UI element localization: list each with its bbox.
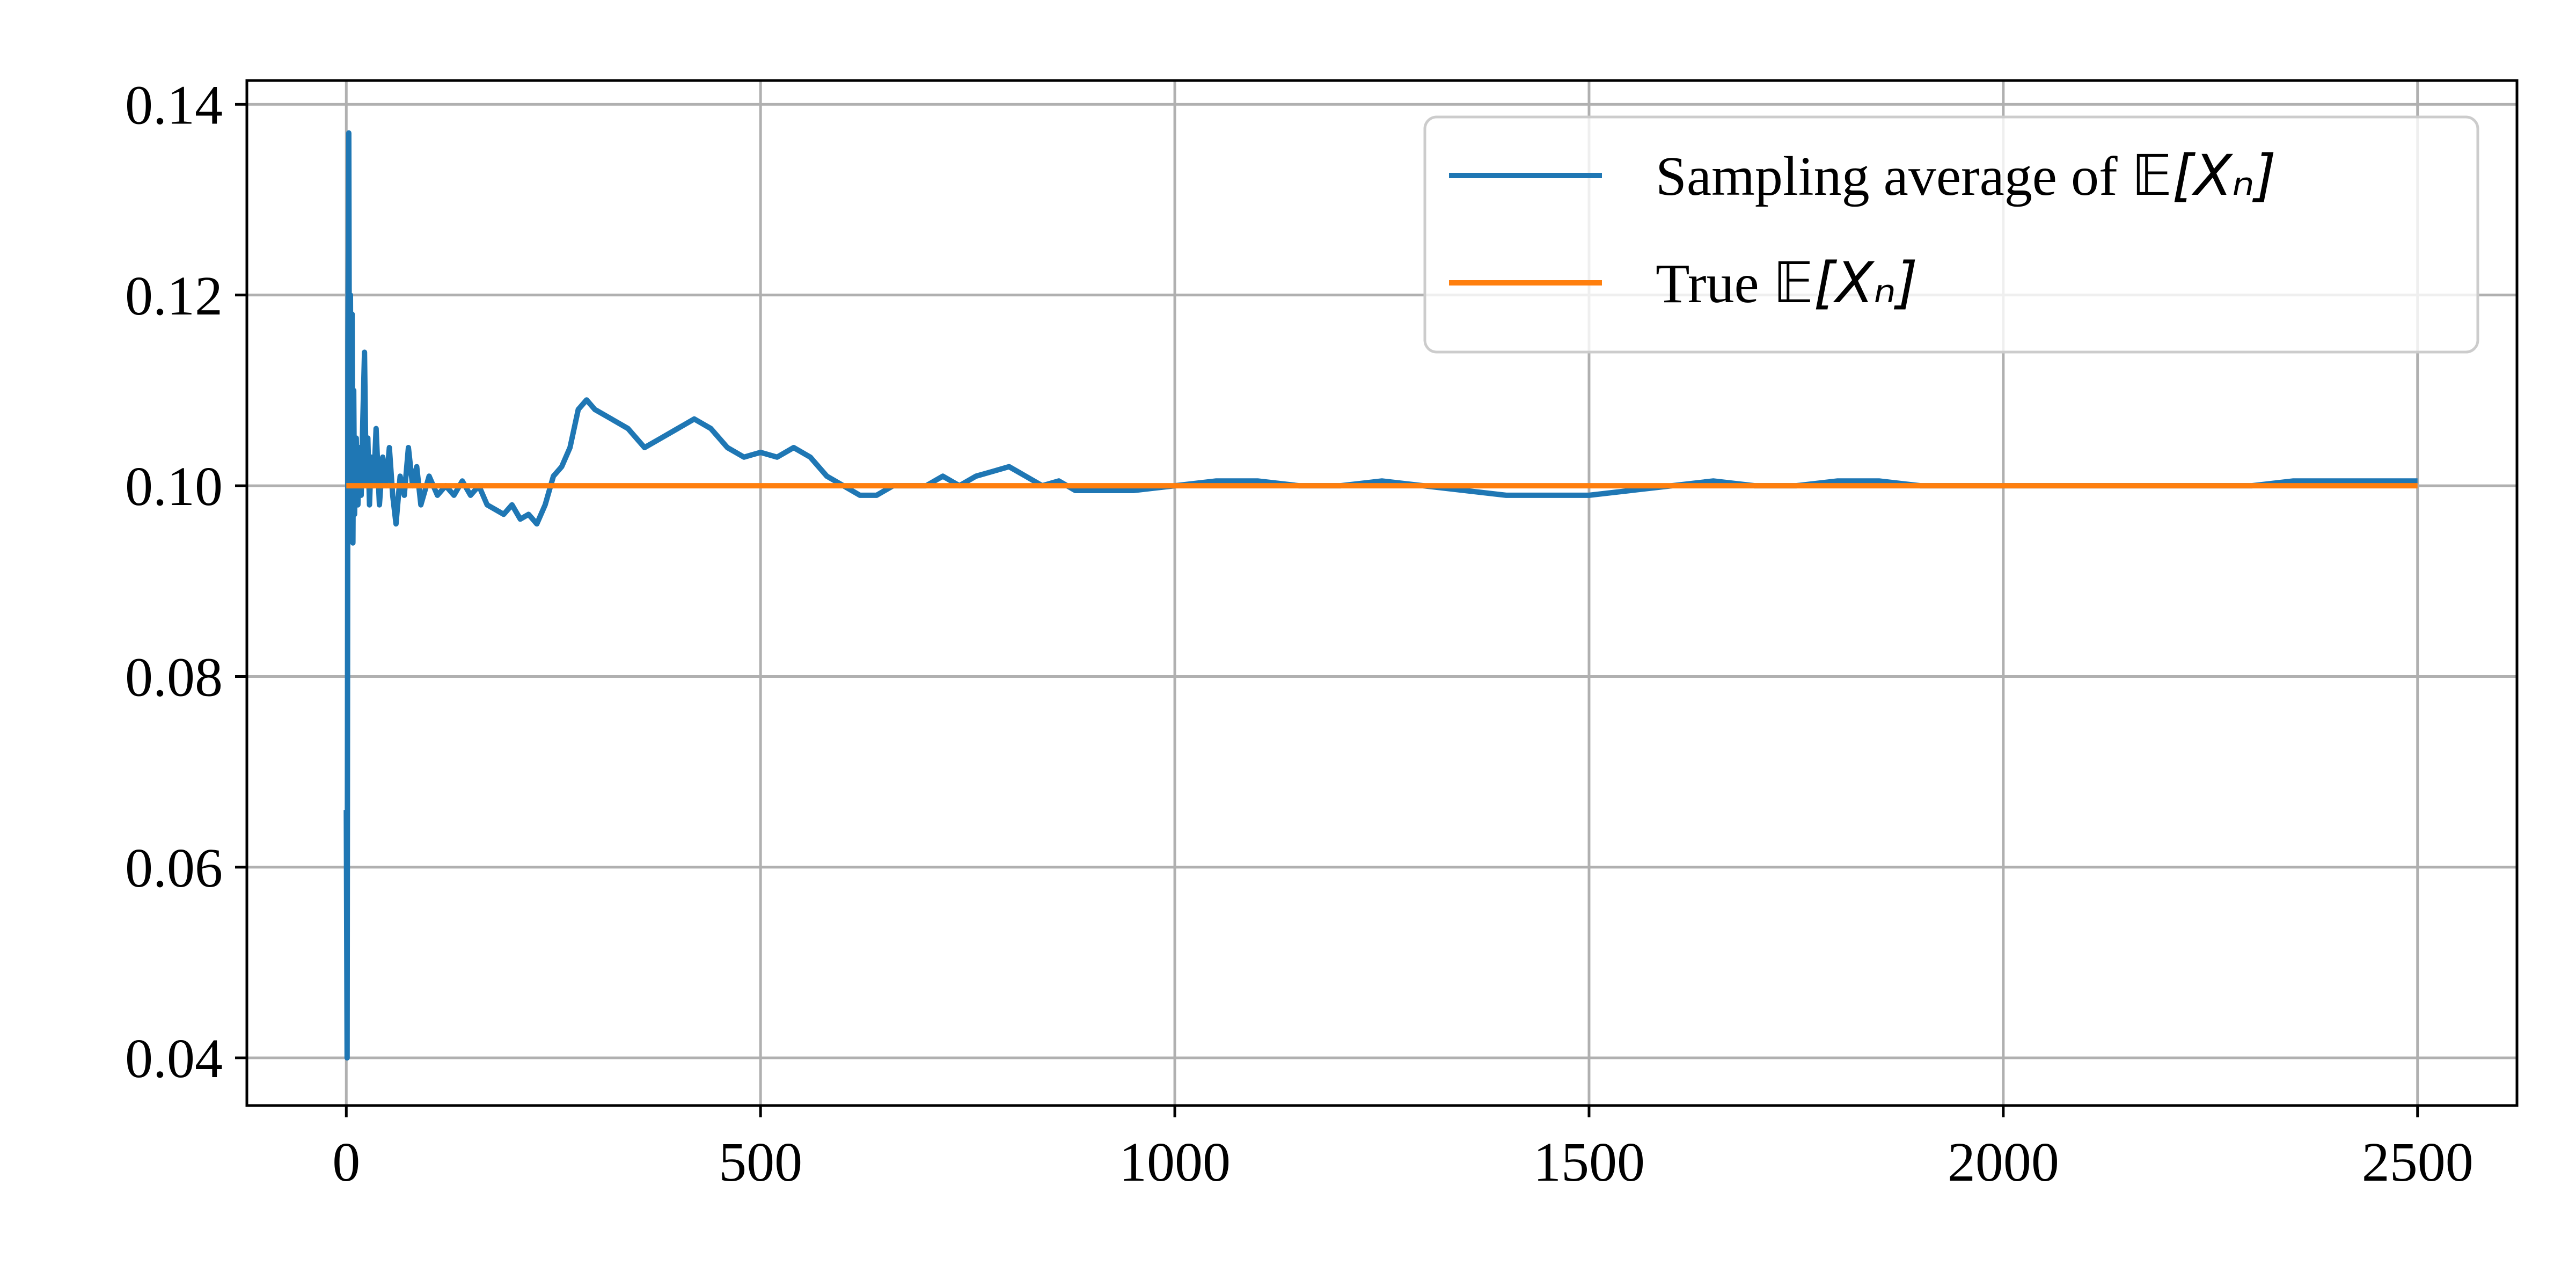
x-tick-label: 500 <box>719 1131 802 1193</box>
legend-label-true-value-text: True <box>1656 253 1773 314</box>
x-tick-label: 2000 <box>1948 1131 2059 1193</box>
legend-label-true-value-math: 𝔼[Xₙ] <box>1773 250 1918 316</box>
y-tick-label: 0.14 <box>125 74 223 136</box>
legend: Sampling average of 𝔼[Xₙ] True 𝔼[Xₙ] <box>1423 115 2479 354</box>
legend-label-true-value: True 𝔼[Xₙ] <box>1656 250 1918 316</box>
y-tick-label: 0.10 <box>125 456 223 517</box>
x-tick-label: 2500 <box>2362 1131 2473 1193</box>
legend-label-sampling-average-text: Sampling average of <box>1656 145 2132 207</box>
series-line-sampling-average <box>343 130 2418 1061</box>
y-tick-label: 0.06 <box>125 837 223 899</box>
y-tick-label: 0.12 <box>125 265 223 327</box>
axis-ticks: 0 500 1000 1500 2000 2500 0.04 0.06 0.08 0.10 0.12… <box>125 74 2473 1193</box>
legend-label-sampling-average: Sampling average of 𝔼[Xₙ] <box>1656 143 2276 208</box>
plot-frame <box>245 79 2519 1107</box>
legend-label-sampling-average-math: 𝔼[Xₙ] <box>2132 143 2277 208</box>
legend-box <box>1423 115 2479 354</box>
x-tick-label: 0 <box>332 1131 360 1193</box>
x-tick-label: 1500 <box>1533 1131 1645 1193</box>
y-tick-label: 0.08 <box>125 646 223 708</box>
x-tick-label: 1000 <box>1119 1131 1231 1193</box>
series-layer <box>343 130 2418 1061</box>
y-tick-label: 0.04 <box>125 1028 223 1089</box>
